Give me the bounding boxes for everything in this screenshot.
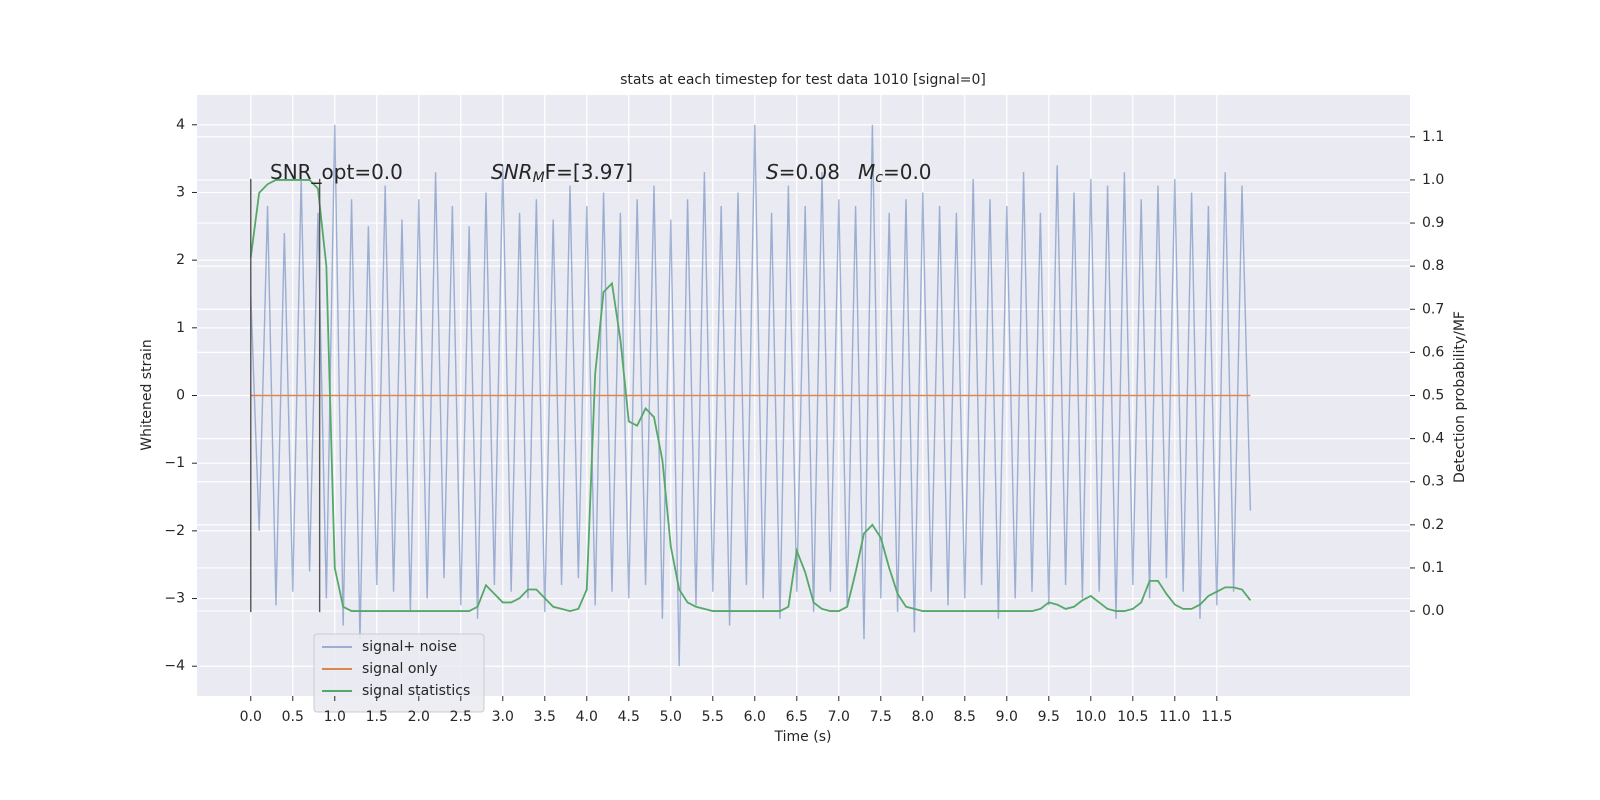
annotation-subscript: M <box>533 170 545 186</box>
legend-label: signal only <box>362 661 437 677</box>
x-tick-label: 6.0 <box>744 709 766 725</box>
y2-tick-label: 0.5 <box>1422 388 1444 404</box>
y2-tick-label: 1.1 <box>1422 129 1444 145</box>
y2-tick-label: 0.1 <box>1422 560 1444 576</box>
x-tick-label: 3.0 <box>492 709 514 725</box>
y2-axis-label: Detection probability/MF <box>1452 311 1468 483</box>
x-tick-label: 8.5 <box>954 709 976 725</box>
y2-tick-label: 0.9 <box>1422 215 1444 231</box>
x-tick-label: 2.0 <box>408 709 430 725</box>
y2-tick-label: 0.4 <box>1422 431 1444 447</box>
x-tick-label: 8.0 <box>912 709 934 725</box>
x-tick-label: 11.5 <box>1201 709 1232 725</box>
y2-tick-label: 0.2 <box>1422 517 1444 533</box>
annotation-text: M <box>858 160 875 184</box>
x-tick-label: 5.0 <box>660 709 682 725</box>
annotation-text: F=[3.97] <box>545 160 633 184</box>
legend-label: signal+ noise <box>362 639 457 655</box>
annotation: SNRMF=[3.97] <box>491 160 633 187</box>
legend-label: signal statistics <box>362 683 470 699</box>
x-tick-label: 9.5 <box>1038 709 1060 725</box>
x-tick-label: 1.5 <box>366 709 388 725</box>
y-tick-label: 1 <box>176 320 185 336</box>
y-tick-label: 4 <box>176 117 185 133</box>
x-tick-label: 6.5 <box>786 709 808 725</box>
x-tick-label: 0.0 <box>240 709 262 725</box>
y2-tick-label: 0.3 <box>1422 474 1444 490</box>
y-axis-label: Whitened strain <box>139 339 155 450</box>
annotation-text: =0.08 <box>779 160 840 184</box>
x-tick-label: 10.0 <box>1075 709 1106 725</box>
y2-tick-label: 0.7 <box>1422 301 1444 317</box>
y2-tick-label: 1.0 <box>1422 172 1444 188</box>
marks <box>249 124 1252 667</box>
y2-tick-label: 0.8 <box>1422 258 1444 274</box>
annotation: SNR_opt=0.0 <box>270 160 403 184</box>
annotation-text: SNR <box>491 160 533 184</box>
y-tick-label: 2 <box>176 252 185 268</box>
chart-title: stats at each timestep for test data 101… <box>620 72 986 88</box>
y-tick-label: −4 <box>164 658 185 674</box>
y-tick-label: −2 <box>164 523 185 539</box>
annotation-subscript: c <box>875 170 883 186</box>
x-tick-label: 0.5 <box>282 709 304 725</box>
y-tick-label: −3 <box>164 591 185 607</box>
annotation: S=0.08 <box>766 160 840 184</box>
annotation-text: S <box>766 160 779 184</box>
x-tick-label: 1.0 <box>324 709 346 725</box>
x-tick-label: 7.5 <box>870 709 892 725</box>
annotation-text: =0.0 <box>883 160 932 184</box>
y-tick-label: −1 <box>164 455 185 471</box>
x-tick-label: 5.5 <box>702 709 724 725</box>
annotation-text: SNR_opt=0.0 <box>270 160 403 184</box>
y-tick-label: 0 <box>176 388 185 404</box>
y-tick-label: 3 <box>176 184 185 200</box>
x-tick-label: 7.0 <box>828 709 850 725</box>
series-line <box>250 124 1252 667</box>
y2-tick-label: 0.0 <box>1422 603 1444 619</box>
x-tick-label: 11.0 <box>1159 709 1190 725</box>
annotation: Mc=0.0 <box>858 160 932 187</box>
legend: signal+ noise signal only signal statistic… <box>313 633 485 713</box>
x-tick-label: 9.0 <box>996 709 1018 725</box>
y2-tick-label: 0.6 <box>1422 344 1444 360</box>
legend-box <box>313 633 485 713</box>
x-axis-label: Time (s) <box>774 729 832 745</box>
x-tick-label: 2.5 <box>450 709 472 725</box>
x-tick-label: 3.5 <box>534 709 556 725</box>
x-tick-label: 4.0 <box>576 709 598 725</box>
series-line <box>249 179 1252 612</box>
x-tick-label: 4.5 <box>618 709 640 725</box>
x-tick-label: 10.5 <box>1117 709 1148 725</box>
